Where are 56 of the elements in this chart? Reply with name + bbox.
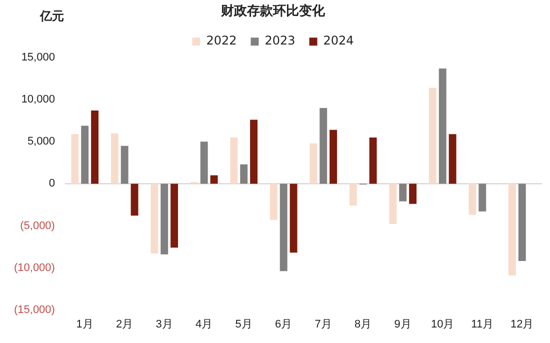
bar (150, 184, 158, 254)
y-tick-label: (10,000) (14, 262, 55, 274)
bar (409, 184, 417, 204)
bar (369, 137, 377, 184)
bar (330, 130, 338, 184)
bar (428, 88, 436, 184)
bar (250, 120, 258, 184)
x-tick-label: 11月 (471, 318, 494, 330)
x-tick-label: 12月 (510, 318, 534, 330)
x-tick-label: 8月 (354, 318, 372, 330)
bar (170, 184, 178, 248)
x-tick-label: 7月 (314, 318, 332, 330)
bar (399, 184, 407, 202)
bar (270, 184, 278, 220)
y-axis-title: 亿元 (40, 8, 64, 25)
bar (240, 164, 248, 184)
x-tick-label: 1月 (76, 318, 94, 330)
legend-label: 2022 (206, 34, 237, 48)
bar (210, 175, 218, 184)
bar (130, 184, 138, 216)
y-tick-label: 10,000 (21, 94, 55, 106)
x-tick-label: 10月 (430, 318, 454, 330)
bar (200, 142, 208, 184)
chart-title: 财政存款环比变化 (220, 3, 326, 20)
y-tick-label: (15,000) (14, 304, 55, 316)
bar (468, 184, 476, 215)
y-tick-label: 0 (48, 178, 55, 190)
x-tick-label: 9月 (394, 318, 412, 330)
bar (320, 108, 328, 184)
x-tick-label: 6月 (275, 318, 292, 330)
bar (160, 184, 168, 254)
x-tick-label: 2月 (116, 318, 134, 330)
legend-label: 2023 (264, 34, 296, 48)
bar (110, 133, 118, 184)
bar (280, 184, 288, 272)
bar (438, 68, 446, 184)
bar (230, 137, 238, 184)
bar (389, 184, 397, 224)
x-tick-label: 4月 (196, 318, 213, 330)
legend-label: 2024 (323, 34, 354, 48)
bar (349, 184, 357, 206)
bar (478, 184, 486, 212)
bar (81, 126, 89, 184)
y-tick-label: 5,000 (27, 136, 55, 148)
bar (290, 184, 298, 253)
bar (91, 110, 99, 184)
bar (518, 184, 526, 262)
bar (120, 146, 128, 184)
bar (448, 134, 456, 184)
bar (508, 184, 516, 276)
x-tick-label: 5月 (235, 318, 252, 330)
bar (310, 143, 318, 184)
y-tick-label: 15,000 (21, 52, 55, 64)
x-tick-label: 3月 (156, 318, 173, 330)
bar (71, 134, 79, 184)
y-tick-label: (5,000) (20, 220, 55, 232)
